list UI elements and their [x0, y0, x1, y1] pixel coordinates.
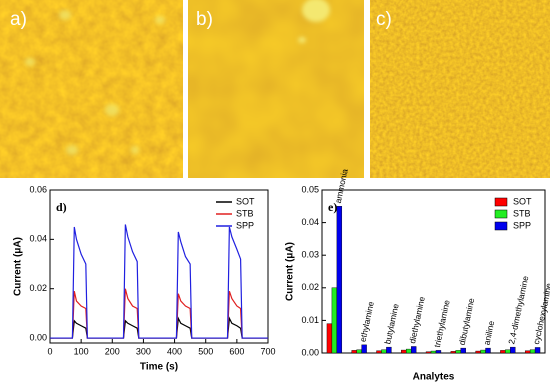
bar	[510, 346, 516, 354]
afm-image-a: a)	[0, 0, 183, 178]
y-tick-label: 0.04	[29, 234, 47, 244]
x-tick-label: 500	[198, 346, 213, 356]
bar	[326, 323, 333, 354]
legend-label: STB	[236, 208, 254, 218]
x-tick-label: 0	[47, 346, 52, 356]
afm-image-b: b)	[188, 0, 364, 178]
category-label: triethylamine	[432, 299, 452, 348]
x-axis-label: Analytes	[413, 372, 455, 383]
category-label: cyclohexylamine	[531, 282, 550, 345]
panel-label: c)	[376, 9, 392, 30]
x-tick-label: 600	[229, 346, 244, 356]
line-series	[50, 288, 268, 339]
category-label: dibutylamine	[457, 297, 477, 346]
panel-label: e)	[328, 200, 337, 214]
bar	[331, 287, 338, 354]
line-series	[50, 224, 268, 339]
legend-swatch	[494, 221, 508, 231]
bar	[376, 350, 382, 354]
bar	[435, 350, 442, 354]
bar	[386, 346, 392, 354]
charts: 0.00 0.02 0.04 0.06 Current (μA) Time (s) d) SO…	[13, 168, 550, 383]
category-label: ethylamine	[358, 300, 376, 343]
x-tick-label: 300	[136, 346, 151, 356]
y-tick-label: 0.03	[301, 250, 319, 260]
y-tick-label: 0.06	[29, 184, 47, 194]
bar	[524, 350, 531, 354]
bar	[356, 349, 362, 354]
x-tick-label: 400	[167, 346, 182, 356]
x-tick-label: 100	[74, 346, 89, 356]
legend-swatch	[494, 197, 508, 207]
y-axis-label: Current (μA)	[285, 242, 296, 301]
legend-label: SOT	[513, 196, 532, 206]
plot-frame	[49, 189, 269, 344]
bar	[450, 351, 457, 354]
afm-image-c: c)	[370, 0, 550, 178]
bar	[534, 347, 541, 354]
y-axis-label: Current (μA)	[13, 237, 24, 296]
y-tick-label: 0.05	[301, 184, 319, 194]
y-tick-label: 0.02	[29, 283, 47, 293]
bar	[500, 350, 506, 354]
panel-label: a)	[10, 9, 27, 30]
y-tick-label: 0.00	[29, 332, 47, 342]
bar	[460, 347, 466, 354]
x-tick-label: 200	[105, 346, 120, 356]
bar	[485, 347, 491, 354]
category-label: aniline	[481, 320, 496, 346]
line-series	[50, 316, 268, 339]
panel-label: b)	[196, 9, 213, 30]
bar	[401, 349, 407, 354]
x-tick-label: 700	[260, 346, 275, 356]
bar	[351, 350, 357, 354]
legend-label: STB	[513, 208, 531, 218]
bar	[381, 349, 387, 354]
bar	[336, 206, 343, 354]
bar	[455, 350, 461, 354]
bar	[411, 346, 417, 354]
bar	[475, 350, 481, 354]
bar	[430, 350, 437, 354]
bar	[425, 351, 432, 354]
bar	[480, 349, 486, 354]
y-tick-label: 0.04	[301, 217, 319, 227]
bar	[505, 349, 511, 354]
bar	[361, 344, 367, 354]
legend-swatch	[494, 209, 508, 219]
legend-label: SOT	[236, 196, 255, 206]
bar	[529, 349, 536, 354]
category-label: diethylamine	[407, 295, 427, 344]
panel-label: d)	[56, 200, 67, 214]
y-tick-label: 0.02	[301, 282, 319, 292]
legend-label: SPP	[513, 220, 531, 230]
y-tick-label: 0.01	[301, 315, 319, 325]
category-label: 2,4-dimethylamine	[506, 275, 530, 345]
x-axis-label: Time (s)	[140, 362, 178, 373]
category-label: butylamine	[382, 302, 400, 345]
legend-label: SPP	[236, 220, 254, 230]
bar	[406, 348, 412, 354]
y-tick-label: 0.00	[301, 347, 319, 357]
